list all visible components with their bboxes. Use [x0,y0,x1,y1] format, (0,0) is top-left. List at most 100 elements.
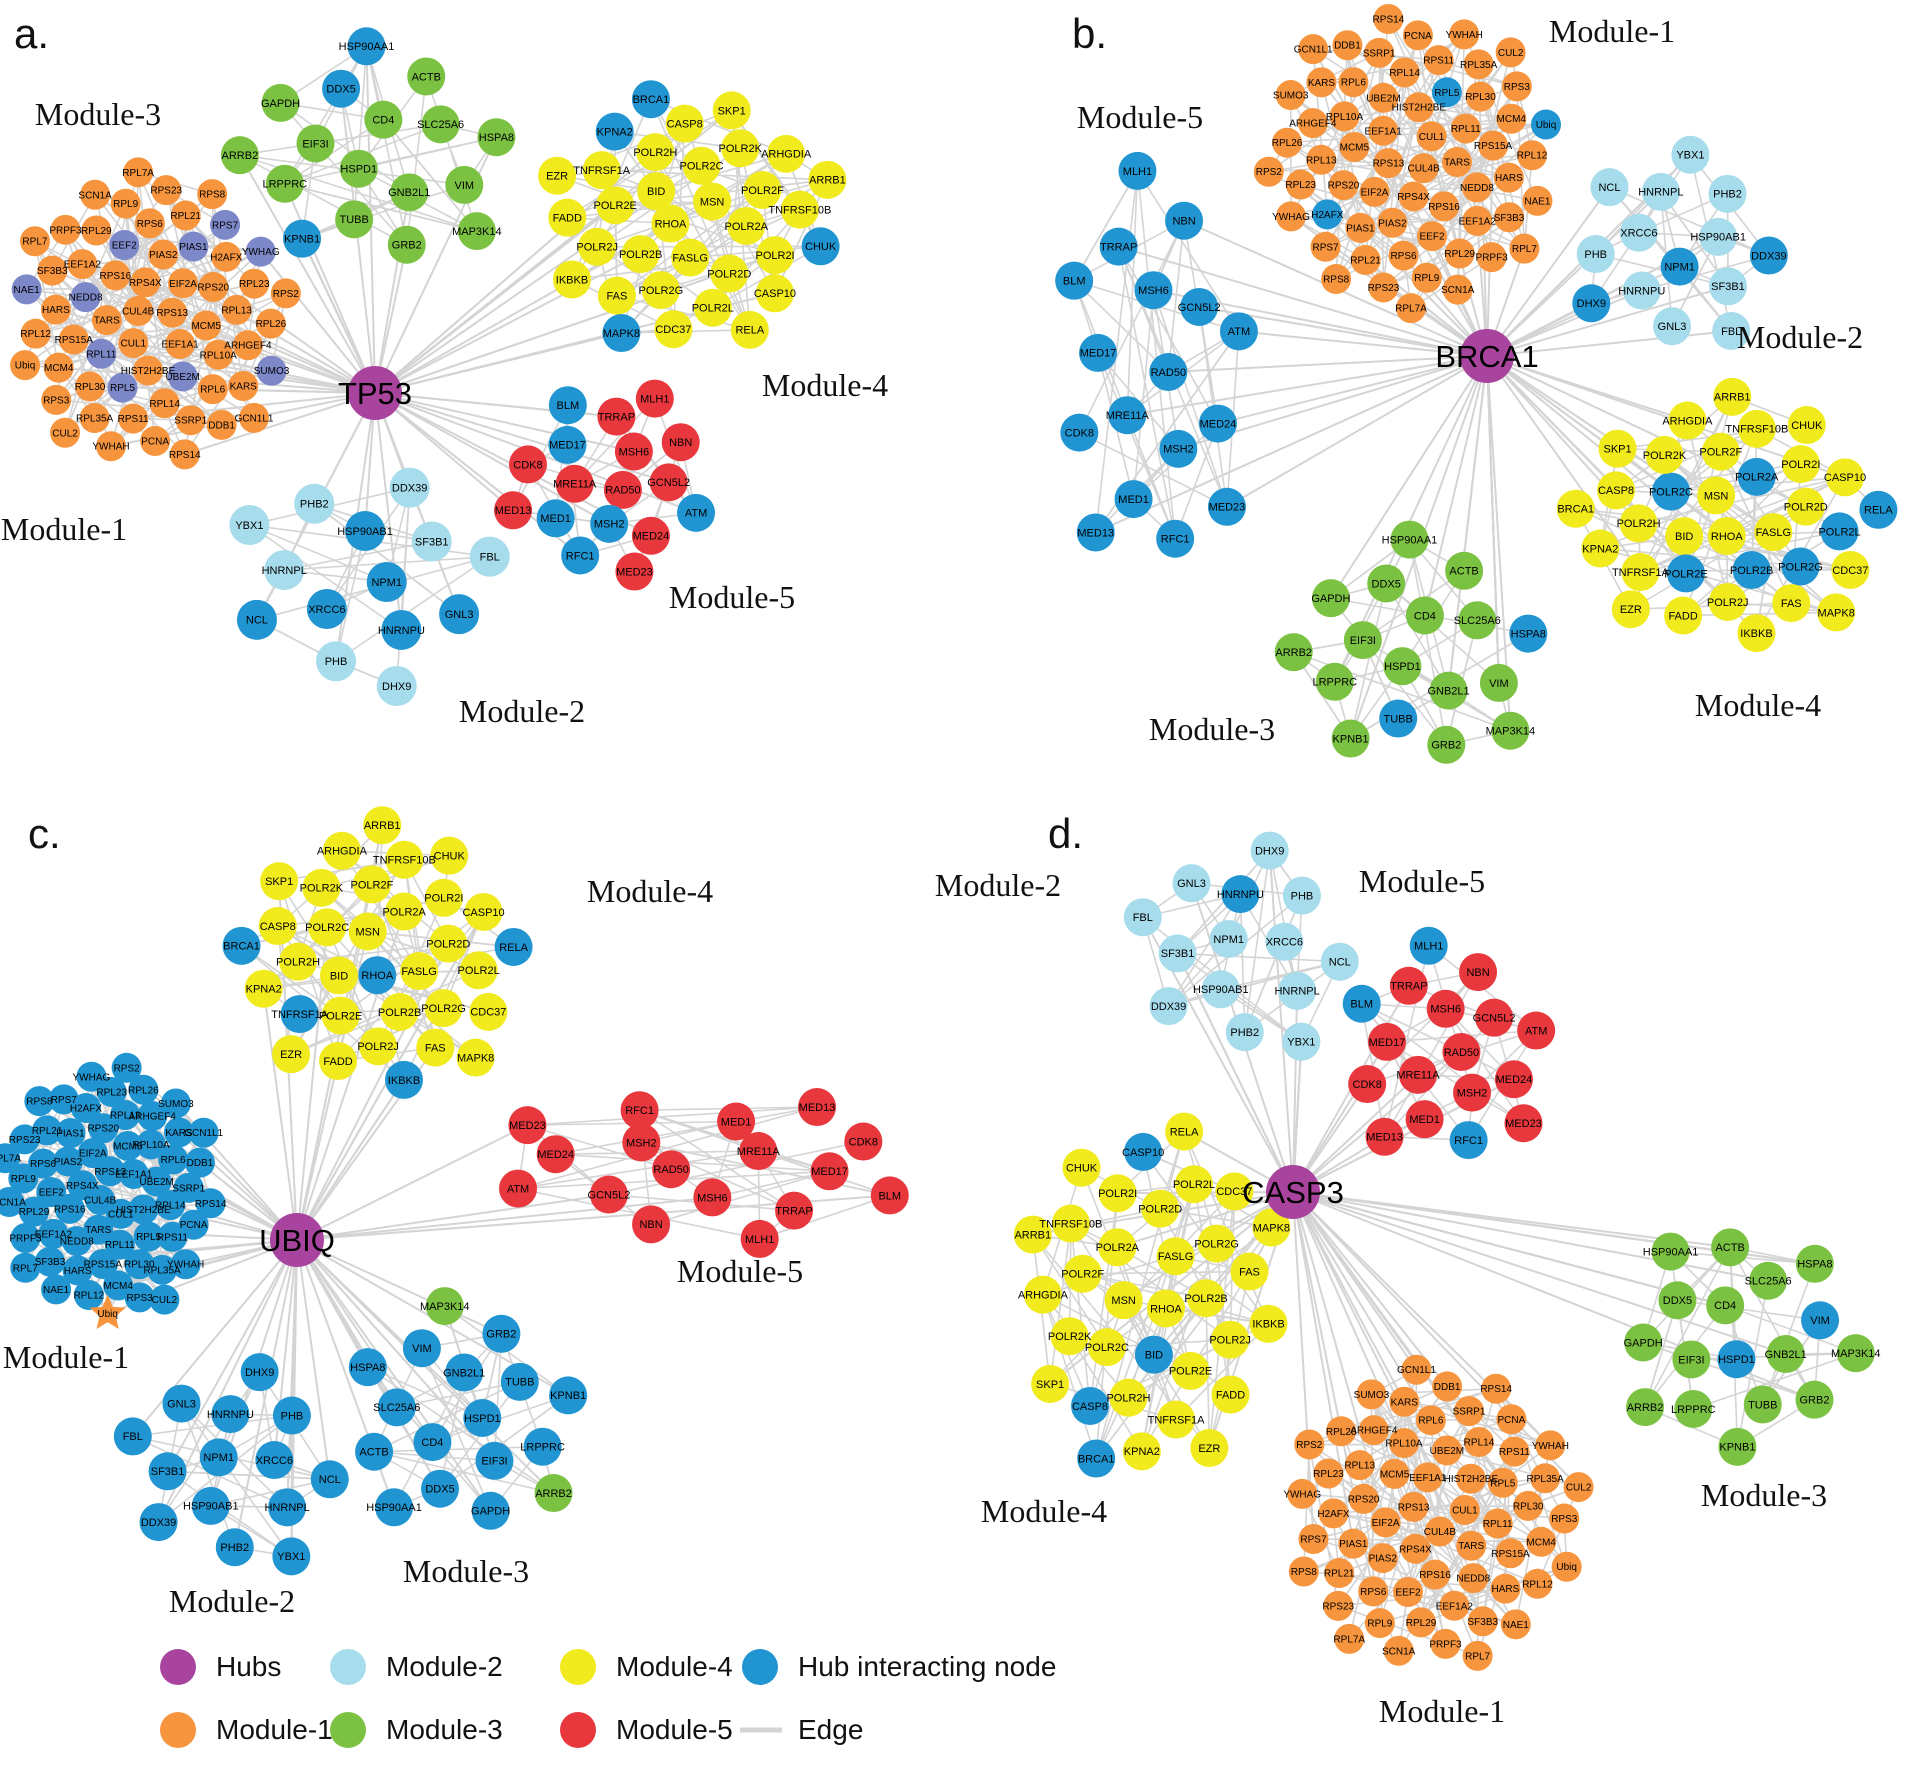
gene-node [110,188,141,219]
gene-node [1294,1429,1325,1460]
edge [1476,1553,1512,1657]
edge [24,281,146,366]
edge [517,1106,818,1190]
gene-node [780,190,819,229]
gene-node [1190,1429,1229,1468]
gene-node [10,1252,41,1283]
gene-node [1513,1490,1544,1521]
hub-edge [1226,355,1488,508]
edge [1126,170,1139,416]
hub-edge [301,238,376,394]
gene-node [1461,172,1492,203]
edge [239,154,408,246]
gene-node [1429,191,1460,222]
legend-label: Module-2 [386,1651,503,1682]
gene-node [1707,516,1746,555]
gene-node [808,160,847,199]
gene-node [1718,1427,1757,1466]
gene-node [149,388,180,419]
edge [425,76,478,232]
gene-node [1836,1334,1875,1373]
gene-node [810,1152,849,1191]
gene-node [348,912,387,951]
hub-edge [374,392,635,453]
gene-node [1598,429,1637,468]
gene-node [1476,242,1507,273]
gene-node [87,1249,118,1280]
gene-node [1230,1252,1269,1291]
gene-node [469,992,508,1031]
hub-edge [1292,1191,1315,1540]
gene-node [1098,1174,1137,1213]
gene-node [1389,966,1428,1005]
hub-edge [1168,355,1488,373]
gene-node [43,352,74,383]
gene-node [1297,108,1328,139]
gene-node [1306,67,1337,98]
legend-swatch-hub [160,1649,196,1685]
gene-node [1050,1317,1089,1356]
gene-node [1197,1224,1236,1263]
legend-label: Module-3 [386,1714,503,1745]
edge [1761,1263,1816,1405]
edge [650,1170,830,1226]
edge [712,1170,830,1199]
gene-node [671,238,710,277]
gene-node [1795,1380,1834,1419]
edge [1641,254,1770,292]
hub-edge [132,1239,298,1438]
gene-node [1641,172,1680,211]
gene-node [1766,1335,1805,1374]
gene-node [424,878,463,917]
module-caption: Module-2 [935,867,1061,903]
gene-node [148,1452,187,1491]
gene-node [272,1537,311,1576]
edge [1116,1246,1177,1420]
gene-node [1786,487,1825,526]
gene-node [1328,170,1359,201]
gene-node [76,1061,107,1092]
gene-node [316,641,357,682]
gene-node [1668,401,1707,440]
edge [1349,583,1388,739]
gene-node [236,599,277,640]
gene-node [163,1117,194,1148]
edge [284,45,368,185]
legend-swatch-module5 [560,1712,596,1748]
module-caption: Module-1 [1379,1693,1505,1729]
gene-node [173,1172,204,1203]
gene-node [1348,1483,1379,1514]
edge [373,1381,521,1453]
gene-node [197,179,228,210]
edge [367,930,479,972]
gene-node [482,1314,521,1353]
gene-node [739,1132,778,1171]
gene-node [162,1384,201,1423]
hub-edge [1292,1191,1787,1356]
gene-node [499,1169,538,1208]
gene-node [693,1178,732,1217]
gene-node [1364,37,1395,68]
gene-node [1479,663,1518,702]
hub-edge [1292,1191,1355,1544]
gene-node [1495,1538,1526,1569]
gene-node [355,1432,394,1471]
gene-node [1276,201,1307,232]
gene-node [1749,1261,1788,1300]
gene-node [308,908,347,947]
gene-node [133,355,164,386]
gene-node [1500,1609,1531,1640]
hub-edge [374,253,642,394]
gene-node [538,156,577,195]
gene-node [654,310,693,349]
gene-node [1198,404,1237,443]
edge [284,136,497,185]
gene-node [1122,1432,1161,1471]
edge [1644,1246,1731,1408]
gene-node [1364,1608,1395,1639]
gene-node [1331,719,1370,758]
gene-node [1345,212,1376,243]
edge [639,1109,795,1212]
gene-node [1651,472,1690,511]
gene-node [561,536,600,575]
